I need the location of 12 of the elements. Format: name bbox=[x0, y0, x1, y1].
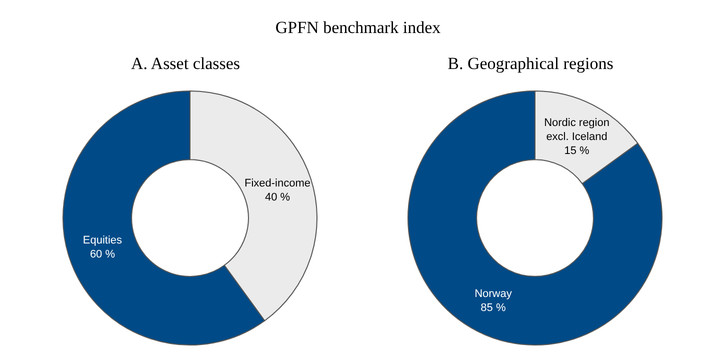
text: GPFN benchmark index bbox=[274, 18, 442, 38]
slice-label: Norway bbox=[474, 288, 512, 300]
chart-title: B. Geographical regions bbox=[446, 54, 614, 74]
data-label: 60 % bbox=[90, 248, 116, 260]
data-label: 85 % bbox=[480, 302, 506, 314]
donut-slice bbox=[408, 90, 662, 346]
data-label: 40 % bbox=[264, 192, 290, 204]
slice-label: Nordic region excl. Iceland bbox=[544, 117, 610, 144]
chart-subtitle: A. Asset classes bbox=[130, 54, 242, 74]
data-label: 15 % bbox=[564, 145, 590, 158]
slice-label: Equities bbox=[82, 234, 123, 246]
slice-label: Fixed-income bbox=[244, 178, 311, 190]
